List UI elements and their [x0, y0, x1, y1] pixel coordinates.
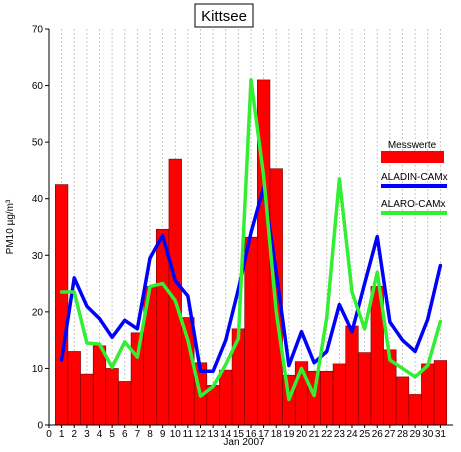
x-tick-label-17: 17 — [258, 429, 270, 440]
y-tick-label-10: 10 — [32, 364, 44, 375]
x-tick-label-6: 6 — [122, 429, 128, 440]
bar-22 — [320, 370, 334, 426]
x-tick-label-5: 5 — [109, 429, 115, 440]
x-tick-label-11: 11 — [183, 429, 194, 440]
series-line-2 — [59, 78, 443, 402]
x-tick-label-2: 2 — [71, 429, 77, 440]
x-tick-label-23: 23 — [334, 429, 346, 440]
bar-16 — [244, 236, 258, 426]
bar-6 — [118, 381, 132, 426]
y-tick-label-60: 60 — [32, 81, 44, 92]
y-tick-label-20: 20 — [32, 307, 44, 318]
y-tick-label-70: 70 — [32, 25, 44, 36]
x-tick-label-0: 0 — [46, 429, 52, 440]
x-tick-label-15: 15 — [233, 429, 245, 440]
x-tick-label-31: 31 — [435, 429, 447, 440]
legend-label-series-2: ALARO-CAMx — [381, 199, 445, 210]
series-line-1 — [59, 185, 443, 374]
bar-15 — [231, 328, 245, 426]
x-tick-label-30: 30 — [422, 429, 434, 440]
axes — [45, 28, 453, 428]
x-tick-label-19: 19 — [283, 429, 295, 440]
x-tick-label-10: 10 — [170, 429, 182, 440]
x-tick-label-27: 27 — [384, 429, 396, 440]
x-tick-label-24: 24 — [346, 429, 358, 440]
x-tick-label-22: 22 — [321, 429, 333, 440]
bar-5 — [105, 368, 119, 426]
bar-23 — [332, 363, 346, 426]
bar-24 — [345, 325, 359, 426]
bar-7 — [130, 332, 144, 426]
y-tick-label-30: 30 — [32, 251, 44, 262]
legend-label-bars: Messwerte — [388, 140, 437, 151]
x-tick-label-20: 20 — [296, 429, 308, 440]
x-tick-label-25: 25 — [359, 429, 371, 440]
x-tick-label-26: 26 — [372, 429, 384, 440]
y-tick-label-0: 0 — [37, 421, 43, 432]
x-tick-label-4: 4 — [97, 429, 103, 440]
bar-29 — [408, 394, 422, 426]
series-lines — [59, 78, 443, 402]
bar-14 — [219, 369, 233, 426]
bar-25 — [358, 352, 372, 426]
x-tick-label-13: 13 — [208, 429, 220, 440]
x-axis-title: Jan 2007 — [223, 437, 265, 448]
x-tick-label-28: 28 — [397, 429, 409, 440]
x-tick-label-29: 29 — [410, 429, 422, 440]
bar-31 — [433, 360, 447, 426]
bar-21 — [307, 370, 321, 426]
x-tick-label-3: 3 — [84, 429, 90, 440]
chart-title: Kittsee — [201, 8, 247, 25]
legend: Messwerte ALADIN-CAMx ALARO-CAMx — [381, 140, 448, 215]
x-tick-label-14: 14 — [220, 429, 232, 440]
bar-11 — [181, 317, 195, 426]
y-axis-title: PM10 µg/m³ — [5, 199, 16, 254]
bars — [55, 79, 447, 426]
legend-label-series-1: ALADIN-CAMx — [381, 172, 448, 183]
x-tick-label-7: 7 — [135, 429, 141, 440]
bar-28 — [395, 376, 410, 426]
bar-30 — [421, 363, 435, 426]
bar-3 — [80, 373, 94, 426]
x-tick-label-8: 8 — [147, 429, 153, 440]
title-box — [194, 3, 254, 28]
x-tick-label-18: 18 — [271, 429, 283, 440]
bar-4 — [92, 345, 107, 426]
bar-9 — [156, 228, 170, 426]
x-tick-label-16: 16 — [245, 429, 257, 440]
bar-1 — [55, 184, 69, 426]
x-tick-label-12: 12 — [195, 429, 207, 440]
x-tick-label-21: 21 — [309, 429, 321, 440]
bar-2 — [67, 351, 81, 426]
legend-swatch-bars — [381, 151, 444, 163]
y-tick-label-40: 40 — [32, 194, 44, 205]
x-tick-label-1: 1 — [59, 429, 65, 440]
x-tick-label-9: 9 — [160, 429, 166, 440]
y-tick-label-50: 50 — [32, 138, 44, 149]
